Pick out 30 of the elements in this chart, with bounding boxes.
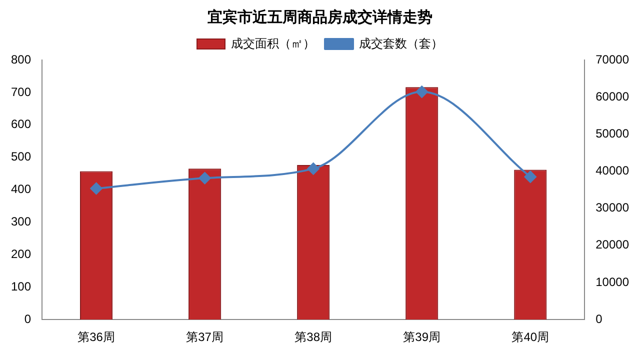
x-tick-label: 第38周	[294, 330, 332, 344]
x-tick-label: 第39周	[403, 330, 441, 344]
x-tick-label: 第37周	[186, 330, 224, 344]
y-tick-label: 100	[10, 279, 32, 294]
x-tick-label: 第40周	[512, 330, 550, 344]
point	[416, 86, 428, 98]
point	[307, 162, 320, 175]
y-tick-label: 300	[10, 214, 32, 229]
point	[90, 182, 102, 194]
y2-tick-label: 50000	[596, 126, 630, 140]
point	[524, 170, 536, 183]
chart-title: 宜宾市近五周商品房成交详情走势	[206, 8, 434, 28]
y2-tick-label: 10000	[596, 274, 630, 289]
y2-tick-label: 70000	[596, 52, 630, 66]
y2-tick-label: 40000	[596, 164, 630, 178]
y-tick-label: 400	[10, 182, 32, 196]
y-tick-label: 700	[10, 84, 32, 99]
y-tick-label: 600	[10, 117, 32, 132]
legend-label: 成交套数（套）	[359, 36, 443, 50]
y-tick-label: 500	[10, 150, 32, 164]
y-tick-label: 0	[24, 312, 32, 326]
x-tick-label: 第36周	[78, 330, 115, 344]
y2-tick-label: 0	[596, 312, 603, 326]
point	[198, 172, 211, 184]
y2-tick-label: 30000	[596, 200, 630, 215]
legend-label: 成交面积（㎡）	[231, 36, 315, 50]
y2-tick-label: 60000	[596, 89, 630, 104]
y2-tick-label: 20000	[596, 238, 630, 252]
y-tick-label: 800	[10, 52, 32, 66]
y-tick-label: 200	[10, 247, 32, 262]
